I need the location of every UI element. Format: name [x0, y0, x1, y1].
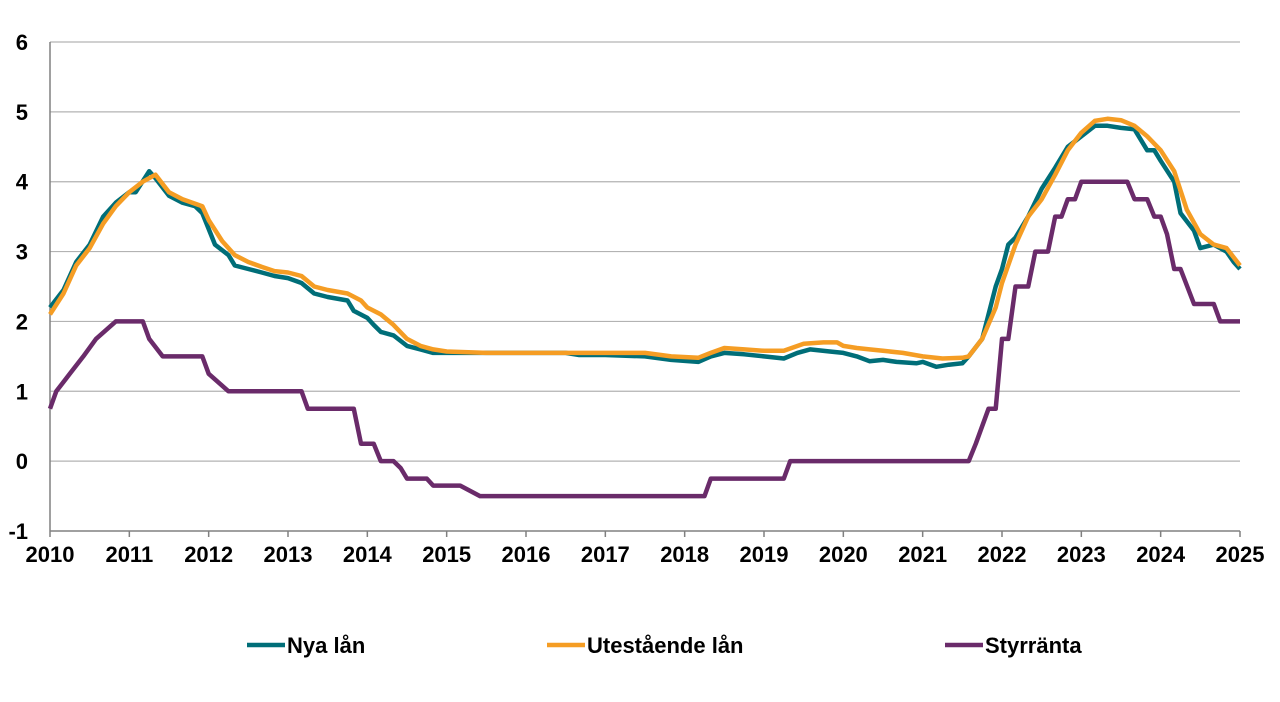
- legend: Nya lån Utestående lån Styrränta: [247, 633, 1082, 658]
- x-tick-label: 2024: [1136, 542, 1186, 567]
- y-tick-label: 4: [16, 170, 29, 195]
- axes: [49, 42, 1241, 537]
- y-tick-label: -1: [8, 519, 28, 544]
- x-tick-label: 2010: [26, 542, 75, 567]
- x-tick-label: 2014: [343, 542, 393, 567]
- legend-label-1: Utestående lån: [587, 633, 744, 658]
- x-tick-label: 2013: [264, 542, 313, 567]
- y-tick-label: 0: [16, 449, 28, 474]
- y-tick-label: 3: [16, 240, 28, 265]
- x-tick-label: 2025: [1216, 542, 1265, 567]
- y-tick-label: 6: [16, 30, 28, 55]
- x-axis-tick-labels: 2010 2011 2012 2013 2014 2015 2016 2017 2018 2019…: [26, 542, 1265, 567]
- y-tick-label: 2: [16, 309, 28, 334]
- y-axis-tick-labels: -1 0 1 2 3 4 5 6: [8, 30, 28, 544]
- x-tick-label: 2016: [502, 542, 551, 567]
- x-tick-label: 2022: [978, 542, 1027, 567]
- legend-label-2: Styrränta: [985, 633, 1082, 658]
- x-tick-label: 2012: [184, 542, 233, 567]
- gridlines: [50, 41, 1240, 462]
- series-line-0: [48, 123, 1242, 370]
- x-tick-label: 2011: [105, 542, 153, 567]
- y-tick-label: 5: [16, 100, 28, 125]
- x-tick-label: 2019: [740, 542, 789, 567]
- x-tick-label: 2015: [422, 542, 471, 567]
- x-tick-label: 2023: [1057, 542, 1106, 567]
- series-lines: [47, 116, 1242, 499]
- series-line-2: [47, 179, 1240, 499]
- series-line-1: [48, 116, 1242, 361]
- x-tick-label: 2020: [819, 542, 868, 567]
- x-tick-label: 2018: [660, 542, 709, 567]
- x-tick-label: 2021: [898, 542, 947, 567]
- x-tick-label: 2017: [581, 542, 630, 567]
- legend-label-0: Nya lån: [287, 633, 365, 658]
- y-tick-label: 1: [16, 379, 28, 404]
